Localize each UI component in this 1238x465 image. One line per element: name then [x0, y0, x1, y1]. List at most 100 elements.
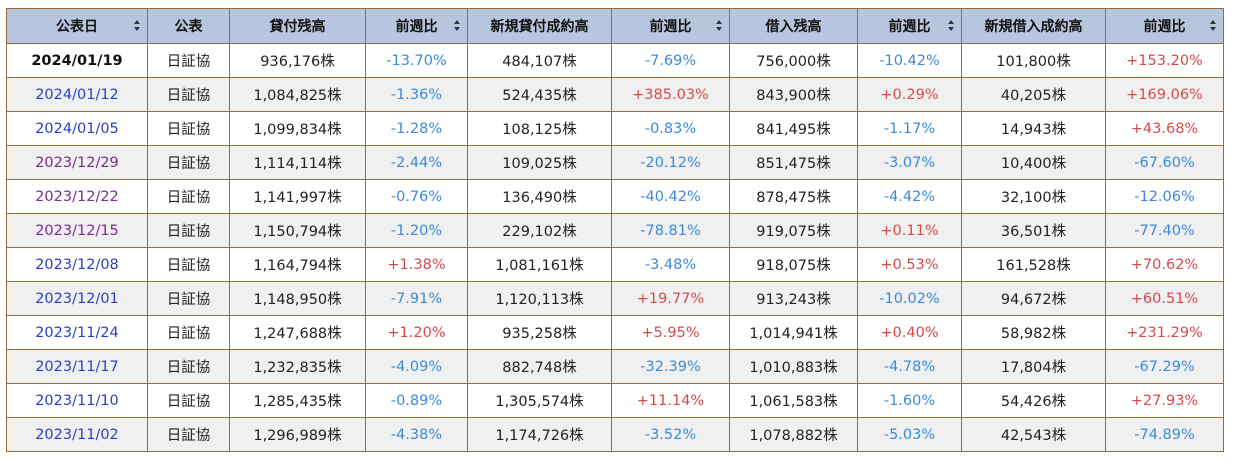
publisher-cell: 日証協 [147, 349, 230, 384]
publisher-cell: 日証協 [147, 247, 230, 282]
header-new-borrow-change[interactable]: 前週比 [1105, 8, 1224, 44]
sort-icon[interactable] [948, 20, 954, 32]
loan-balance-change-cell: -4.38% [365, 417, 468, 452]
new-borrow-change-cell: +43.68% [1105, 111, 1224, 146]
loan-balance-cell: 1,150,794株 [229, 213, 366, 248]
header-new-loan: 新規貸付成約高 [467, 8, 612, 44]
new-borrow-cell: 10,400株 [961, 145, 1106, 180]
new-borrow-change-cell: +27.93% [1105, 383, 1224, 418]
new-borrow-change-cell: -77.40% [1105, 213, 1224, 248]
borrow-balance-change-cell: -10.42% [857, 43, 962, 78]
publisher-cell: 日証協 [147, 43, 230, 78]
date-link[interactable]: 2023/12/22 [35, 188, 119, 205]
header-date[interactable]: 公表日 [6, 8, 148, 44]
date-link[interactable]: 2023/11/24 [35, 324, 119, 341]
date-cell[interactable]: 2023/12/01 [6, 281, 148, 316]
borrow-balance-change-cell: -3.07% [857, 145, 962, 180]
publisher-cell: 日証協 [147, 179, 230, 214]
borrow-balance-cell: 756,000株 [729, 43, 858, 78]
header-borrow-balance-change-label: 前週比 [888, 19, 931, 35]
borrow-balance-change-cell: +0.29% [857, 77, 962, 112]
sort-icon[interactable] [716, 20, 722, 32]
date-cell[interactable]: 2023/11/10 [6, 383, 148, 418]
date-link[interactable]: 2023/12/15 [35, 222, 119, 239]
new-loan-cell: 524,435株 [467, 77, 612, 112]
header-borrow-balance: 借入残高 [729, 8, 858, 44]
date-link[interactable]: 2023/12/01 [35, 290, 119, 307]
date-cell[interactable]: 2023/12/29 [6, 145, 148, 180]
borrow-balance-cell: 919,075株 [729, 213, 858, 248]
header-borrow-balance-change[interactable]: 前週比 [857, 8, 962, 44]
borrow-balance-cell: 913,243株 [729, 281, 858, 316]
header-loan-balance-change-label: 前週比 [395, 19, 438, 35]
date-cell[interactable]: 2023/11/17 [6, 349, 148, 384]
date-cell: 2024/01/19 [6, 43, 148, 78]
borrow-balance-cell: 878,475株 [729, 179, 858, 214]
date-cell[interactable]: 2023/12/08 [6, 247, 148, 282]
table-row: 2023/12/08 日証協 1,164,794株 +1.38% 1,081,161株 -… [6, 247, 1224, 282]
loan-balance-change-cell: -13.70% [365, 43, 468, 78]
loan-balance-change-cell: -4.09% [365, 349, 468, 384]
publisher-cell: 日証協 [147, 417, 230, 452]
date-cell[interactable]: 2024/01/12 [6, 77, 148, 112]
new-borrow-change-cell: +169.06% [1105, 77, 1224, 112]
borrow-balance-cell: 1,014,941株 [729, 315, 858, 350]
new-loan-change-cell: +11.14% [611, 383, 730, 418]
loan-balance-change-cell: -0.89% [365, 383, 468, 418]
table-row: 2023/11/02 日証協 1,296,989株 -4.38% 1,174,726株 -… [6, 417, 1224, 452]
date-link[interactable]: 2023/12/08 [35, 256, 119, 273]
new-borrow-cell: 101,800株 [961, 43, 1106, 78]
date-cell[interactable]: 2024/01/05 [6, 111, 148, 146]
loan-balance-cell: 1,141,997株 [229, 179, 366, 214]
new-borrow-cell: 40,205株 [961, 77, 1106, 112]
new-borrow-cell: 54,426株 [961, 383, 1106, 418]
borrow-balance-change-cell: -4.78% [857, 349, 962, 384]
new-loan-change-cell: +385.03% [611, 77, 730, 112]
loan-balance-change-cell: -2.44% [365, 145, 468, 180]
loan-balance-cell: 1,296,989株 [229, 417, 366, 452]
borrow-balance-change-cell: -1.17% [857, 111, 962, 146]
table-header-row: 公表日 公表 貸付残高 前週比 新規貸付成約高 前週比 借入残高 前週比 新規借… [6, 8, 1224, 44]
borrow-balance-change-cell: -5.03% [857, 417, 962, 452]
new-loan-change-cell: -78.81% [611, 213, 730, 248]
sort-icon[interactable] [1210, 20, 1216, 32]
publisher-cell: 日証協 [147, 383, 230, 418]
header-new-loan-change[interactable]: 前週比 [611, 8, 730, 44]
date-link[interactable]: 2023/11/17 [35, 358, 119, 375]
sort-icon[interactable] [454, 20, 460, 32]
borrow-balance-cell: 1,078,882株 [729, 417, 858, 452]
new-borrow-cell: 94,672株 [961, 281, 1106, 316]
loan-balance-change-cell: +1.38% [365, 247, 468, 282]
loan-balance-cell: 1,285,435株 [229, 383, 366, 418]
header-date-label: 公表日 [56, 19, 98, 35]
publisher-cell: 日証協 [147, 315, 230, 350]
borrow-balance-change-cell: -1.60% [857, 383, 962, 418]
date-cell[interactable]: 2023/11/02 [6, 417, 148, 452]
new-loan-cell: 935,258株 [467, 315, 612, 350]
borrow-balance-change-cell: +0.53% [857, 247, 962, 282]
new-loan-cell: 109,025株 [467, 145, 612, 180]
date-link[interactable]: 2023/11/02 [35, 426, 119, 443]
table-row: 2024/01/19 日証協 936,176株 -13.70% 484,107株 -7.6… [6, 43, 1224, 78]
new-loan-cell: 1,120,113株 [467, 281, 612, 316]
loan-balance-change-cell: -0.76% [365, 179, 468, 214]
new-loan-change-cell: -3.52% [611, 417, 730, 452]
table-row: 2023/12/29 日証協 1,114,114株 -2.44% 109,025株 -20… [6, 145, 1224, 180]
date-cell[interactable]: 2023/11/24 [6, 315, 148, 350]
new-borrow-change-cell: -74.89% [1105, 417, 1224, 452]
borrow-balance-change-cell: +0.11% [857, 213, 962, 248]
loan-balance-cell: 1,247,688株 [229, 315, 366, 350]
new-borrow-change-cell: +60.51% [1105, 281, 1224, 316]
date-cell[interactable]: 2023/12/22 [6, 179, 148, 214]
date-link[interactable]: 2024/01/05 [35, 120, 119, 137]
loan-balance-change-cell: -1.28% [365, 111, 468, 146]
header-loan-balance-change[interactable]: 前週比 [365, 8, 468, 44]
new-loan-cell: 136,490株 [467, 179, 612, 214]
date-cell[interactable]: 2023/12/15 [6, 213, 148, 248]
date-link[interactable]: 2023/11/10 [35, 392, 119, 409]
date-link[interactable]: 2023/12/29 [35, 154, 119, 171]
date-link[interactable]: 2024/01/12 [35, 86, 119, 103]
sort-icon[interactable] [134, 20, 140, 32]
new-loan-cell: 108,125株 [467, 111, 612, 146]
new-borrow-cell: 36,501株 [961, 213, 1106, 248]
